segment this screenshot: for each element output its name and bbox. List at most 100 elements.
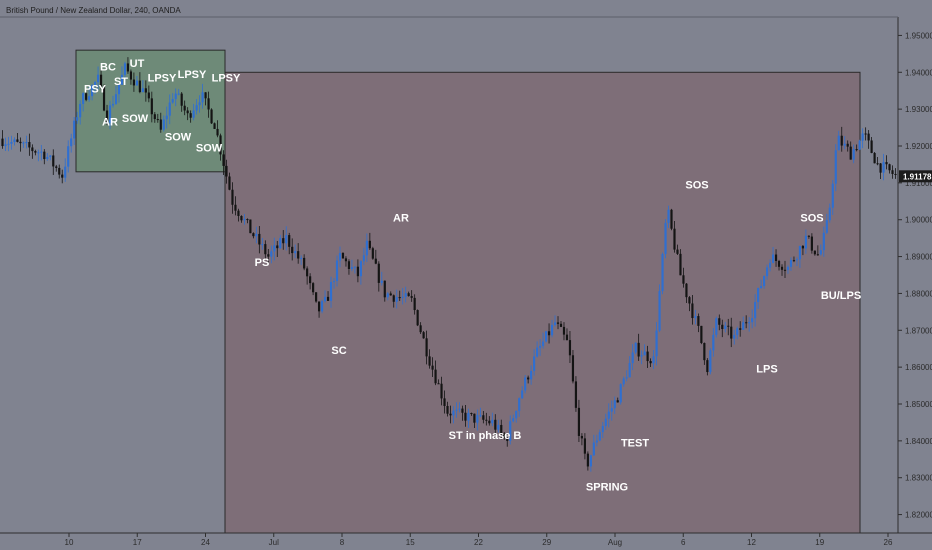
candle-body bbox=[317, 301, 321, 312]
candle-body bbox=[276, 245, 279, 249]
candle-body bbox=[40, 151, 43, 153]
wyckoff-label: PS bbox=[255, 257, 270, 269]
wyckoff-label: SOW bbox=[196, 143, 223, 155]
x-tick-label: 29 bbox=[542, 538, 551, 547]
wyckoff-label: SC bbox=[331, 345, 346, 357]
candle-body bbox=[225, 165, 228, 177]
axes: 1.82000 1.83000 1.84000 1.85000 1.86000 1.870… bbox=[0, 16, 932, 547]
candle-body bbox=[401, 296, 404, 298]
x-tick-label: 17 bbox=[133, 538, 142, 547]
candle-body bbox=[93, 82, 97, 86]
candle-body bbox=[655, 330, 658, 357]
candle-body bbox=[204, 92, 207, 99]
candle-body bbox=[46, 156, 49, 160]
candle-body bbox=[479, 415, 482, 417]
candle-body bbox=[888, 164, 891, 171]
candle-body bbox=[828, 207, 831, 221]
candle-body bbox=[679, 253, 682, 276]
candle-body bbox=[607, 411, 610, 419]
y-tick-label: 1.88000 bbox=[905, 289, 932, 298]
wyckoff-label: LPSY bbox=[178, 69, 207, 81]
candle-body bbox=[736, 328, 739, 335]
candle-body bbox=[643, 351, 646, 356]
candle-body bbox=[765, 267, 769, 277]
candle-body bbox=[613, 400, 616, 409]
candle-body bbox=[273, 245, 276, 252]
candle-body bbox=[216, 128, 219, 136]
candle-body bbox=[473, 413, 476, 423]
candle-body bbox=[891, 170, 894, 174]
candle-body bbox=[99, 74, 103, 87]
candle-body bbox=[539, 345, 542, 348]
wyckoff-label: PSY bbox=[84, 84, 107, 96]
candle-body bbox=[628, 363, 631, 378]
wyckoff-label: BU/LPS bbox=[821, 290, 861, 302]
candle-body bbox=[533, 356, 536, 372]
wyckoff-label: BC bbox=[100, 61, 116, 73]
wyckoff-label: SOW bbox=[165, 131, 192, 143]
candle-body bbox=[768, 262, 772, 268]
candle-body bbox=[264, 244, 267, 255]
candle-body bbox=[67, 146, 70, 167]
candle-body bbox=[810, 236, 813, 251]
candle-body bbox=[449, 413, 452, 416]
candle-body bbox=[312, 283, 315, 293]
candle-body bbox=[186, 110, 189, 114]
candle-body bbox=[297, 251, 300, 259]
candle-body bbox=[201, 92, 204, 103]
candle-body bbox=[846, 143, 849, 147]
candle-body bbox=[413, 297, 416, 311]
candle-body bbox=[485, 419, 488, 421]
candle-body bbox=[592, 442, 595, 456]
candle-body bbox=[43, 151, 46, 160]
candle-body bbox=[52, 155, 55, 167]
candle-body bbox=[252, 233, 255, 237]
candle-body bbox=[544, 331, 548, 342]
candle-body bbox=[323, 296, 327, 302]
candle-body bbox=[64, 166, 67, 178]
wyckoff-label: TEST bbox=[621, 437, 649, 449]
wyckoff-label: SOS bbox=[800, 213, 823, 225]
y-tick-label: 1.83000 bbox=[905, 474, 932, 483]
candle-body bbox=[467, 413, 470, 421]
wyckoff-label: AR bbox=[393, 213, 409, 225]
candle-body bbox=[243, 219, 246, 221]
wyckoff-label: LPSY bbox=[212, 73, 241, 85]
candle-body bbox=[568, 340, 572, 356]
candle-body bbox=[189, 113, 192, 118]
candle-body bbox=[91, 85, 94, 97]
candle-body bbox=[389, 293, 392, 296]
candle-body bbox=[834, 150, 837, 184]
wyckoff-label: LPSY bbox=[148, 73, 177, 85]
current-price-label: 1.91178 bbox=[903, 172, 932, 181]
candle-body bbox=[470, 413, 473, 415]
y-tick-label: 1.87000 bbox=[905, 326, 932, 335]
candle-body bbox=[652, 356, 655, 364]
candle-body bbox=[792, 260, 796, 262]
candle-body bbox=[177, 93, 180, 95]
y-tick-label: 1.86000 bbox=[905, 363, 932, 372]
candle-body bbox=[771, 254, 775, 263]
candle-body bbox=[168, 102, 171, 116]
y-tick-label: 1.93000 bbox=[905, 105, 932, 114]
candle-body bbox=[117, 84, 121, 95]
candle-body bbox=[159, 119, 162, 130]
candle-body bbox=[512, 418, 515, 422]
x-tick-label: 15 bbox=[406, 538, 415, 547]
candle-body bbox=[524, 377, 527, 391]
candle-body bbox=[864, 133, 867, 135]
candle-body bbox=[876, 163, 879, 165]
candle-body bbox=[246, 219, 249, 221]
candle-body bbox=[392, 295, 395, 302]
candle-body bbox=[362, 255, 365, 262]
candle-body bbox=[28, 142, 31, 148]
candle-body bbox=[682, 275, 685, 284]
candle-body bbox=[329, 282, 333, 301]
candle-body bbox=[141, 88, 144, 93]
candle-body bbox=[840, 135, 843, 146]
candle-body bbox=[754, 302, 757, 319]
candle-body bbox=[757, 288, 760, 303]
candle-body bbox=[464, 412, 467, 421]
